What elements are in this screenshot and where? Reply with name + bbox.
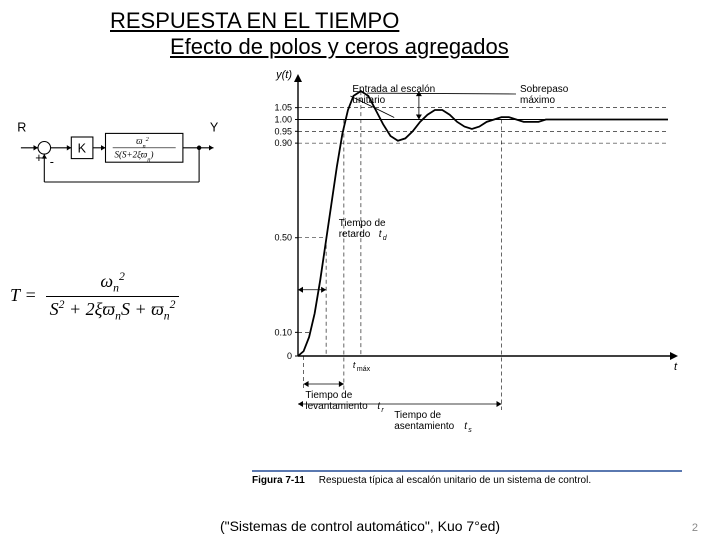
svg-text:d: d [383, 235, 388, 242]
svg-text:máx: máx [357, 366, 371, 373]
citation: ("Sistemas de control automático", Kuo 7… [0, 518, 720, 534]
svg-text:0: 0 [287, 351, 292, 361]
label-R: R [17, 121, 26, 135]
svg-text:retardo: retardo [339, 229, 371, 240]
title-line-1: RESPUESTA EN EL TIEMPO [110, 8, 720, 34]
svg-text:t: t [353, 360, 356, 370]
svg-text:t: t [674, 361, 678, 373]
plus-sign: + [35, 151, 42, 165]
eq-numerator: ωn2 [46, 270, 180, 297]
svg-text:s: s [468, 427, 472, 434]
svg-text:0.95: 0.95 [274, 126, 292, 136]
svg-text:levantamiento: levantamiento [305, 401, 368, 412]
block-diagram: R + - K ϖn2 S(S+2ξϖn) Y [4, 110, 234, 200]
label-Y: Y [210, 121, 219, 135]
content-area: R + - K ϖn2 S(S+2ξϖn) Y T = ωn [0, 60, 720, 490]
svg-text:1.05: 1.05 [274, 103, 292, 113]
k-label: K [78, 141, 87, 155]
closed-loop-equation: T = ωn2 S2 + 2ξϖnS + ϖn2 [10, 270, 230, 320]
eq-lhs: T = [10, 285, 41, 305]
step-response-plot: y(t)t00.100.500.900.951.001.05Entrada al… [252, 64, 682, 434]
svg-text:Tiempo de: Tiempo de [394, 410, 441, 421]
svg-text:1.00: 1.00 [274, 114, 292, 124]
caption-bold: Figura 7-11 [252, 475, 305, 486]
svg-text:asentamiento: asentamiento [394, 421, 454, 432]
page-number: 2 [692, 522, 698, 534]
eq-denominator: S2 + 2ξϖnS + ϖn2 [46, 297, 180, 324]
figure-caption: Figura 7-11 Respuesta típica al escalón … [252, 470, 682, 486]
title-line-2: Efecto de polos y ceros agregados [110, 34, 720, 60]
svg-text:0.10: 0.10 [274, 327, 292, 337]
svg-text:máximo: máximo [520, 95, 555, 106]
svg-text:r: r [381, 407, 384, 414]
minus-sign: - [50, 155, 54, 169]
svg-text:y(t): y(t) [275, 69, 292, 81]
svg-text:Sobrepaso: Sobrepaso [520, 84, 569, 95]
svg-text:0.90: 0.90 [274, 138, 292, 148]
svg-text:unitario: unitario [352, 95, 385, 106]
svg-text:Tiempo de: Tiempo de [339, 218, 386, 229]
svg-text:Tiempo de: Tiempo de [305, 390, 352, 401]
svg-text:0.50: 0.50 [274, 233, 292, 243]
caption-text: Respuesta típica al escalón unitario de … [319, 475, 591, 486]
